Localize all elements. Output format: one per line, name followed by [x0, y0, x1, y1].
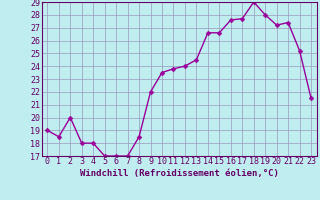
X-axis label: Windchill (Refroidissement éolien,°C): Windchill (Refroidissement éolien,°C) — [80, 169, 279, 178]
